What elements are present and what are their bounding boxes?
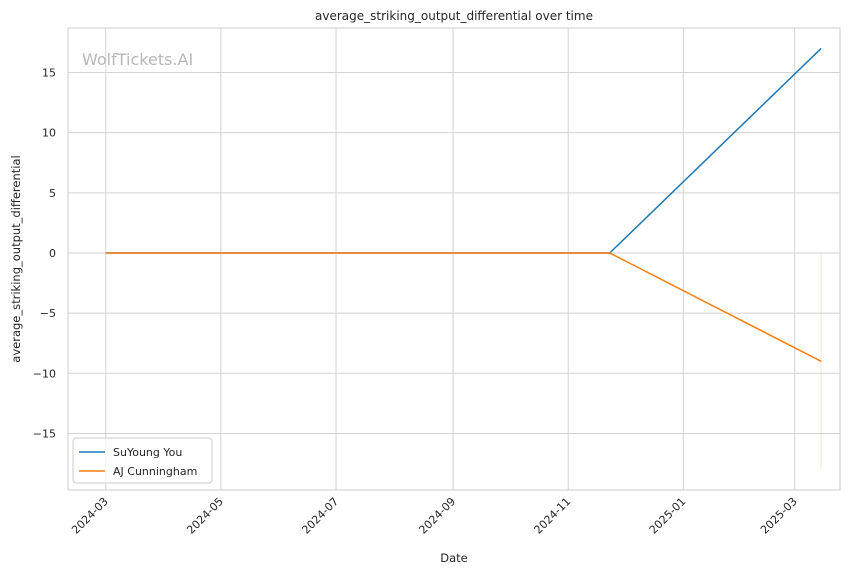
series-line-1 [105, 252, 822, 362]
watermark: WolfTickets.AI [82, 50, 193, 69]
y-tick-label: −5 [40, 307, 56, 320]
legend-label: SuYoung You [113, 446, 182, 459]
legend-box [72, 437, 213, 484]
y-tick-label: −10 [33, 367, 56, 380]
legend: SuYoung You AJ Cunningham [72, 437, 213, 484]
plot-frame [67, 27, 841, 491]
y-axis-label: average_striking_output_differential [9, 155, 23, 362]
chart-title: average_striking_output_differential ove… [315, 9, 593, 23]
y-ticks: −15 −10 −5 0 5 10 15 [33, 67, 56, 441]
y-tick-label: −15 [33, 427, 56, 440]
series-layer [105, 47, 822, 362]
legend-label: AJ Cunningham [113, 465, 197, 478]
y-tick-label: 15 [42, 67, 56, 80]
y-tick-label: 10 [42, 127, 56, 140]
y-tick-label: 0 [49, 247, 56, 260]
x-axis-label: Date [440, 551, 468, 565]
y-tick-label: 5 [49, 187, 56, 200]
